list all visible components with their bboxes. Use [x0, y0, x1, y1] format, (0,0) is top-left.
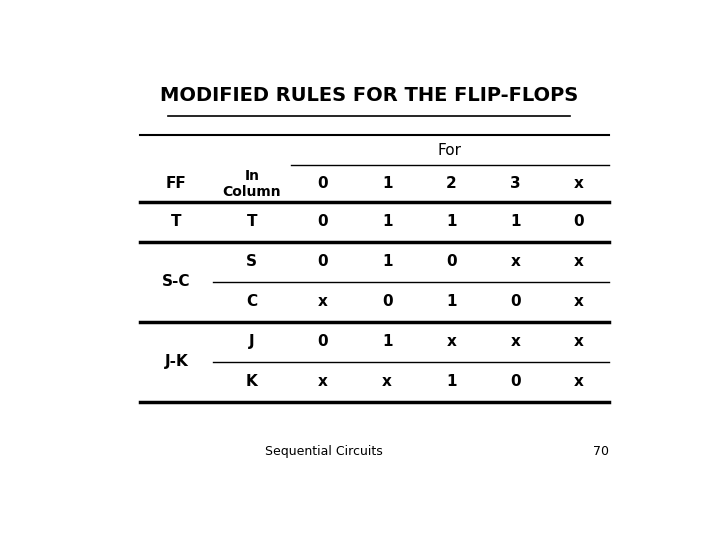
Text: x: x	[382, 374, 392, 389]
Text: 3: 3	[510, 176, 521, 191]
Text: x: x	[573, 294, 583, 309]
Text: 1: 1	[382, 254, 392, 269]
Text: 2: 2	[446, 176, 456, 191]
Text: C: C	[246, 294, 257, 309]
Text: 70: 70	[593, 445, 609, 458]
Text: J: J	[249, 334, 255, 349]
Text: S-C: S-C	[162, 274, 191, 289]
Text: 0: 0	[318, 214, 328, 230]
Text: 1: 1	[446, 374, 456, 389]
Text: 0: 0	[318, 176, 328, 191]
Text: T: T	[171, 214, 181, 230]
Text: In: In	[244, 169, 259, 183]
Text: x: x	[510, 334, 521, 349]
Text: x: x	[446, 334, 456, 349]
Text: Column: Column	[222, 185, 281, 199]
Text: T: T	[246, 214, 257, 230]
Text: 1: 1	[446, 214, 456, 230]
Text: x: x	[318, 374, 328, 389]
Text: 0: 0	[446, 254, 456, 269]
Text: S: S	[246, 254, 257, 269]
Text: 1: 1	[446, 294, 456, 309]
Text: x: x	[510, 254, 521, 269]
Text: MODIFIED RULES FOR THE FLIP-FLOPS: MODIFIED RULES FOR THE FLIP-FLOPS	[160, 86, 578, 105]
Text: 0: 0	[510, 374, 521, 389]
Text: 0: 0	[573, 214, 584, 230]
Text: 0: 0	[318, 334, 328, 349]
Text: FF: FF	[166, 176, 187, 191]
Text: x: x	[573, 254, 583, 269]
Text: 1: 1	[510, 214, 521, 230]
Text: x: x	[573, 374, 583, 389]
Text: x: x	[573, 176, 583, 191]
Text: 1: 1	[382, 214, 392, 230]
Text: 0: 0	[318, 254, 328, 269]
Text: 0: 0	[510, 294, 521, 309]
Text: Sequential Circuits: Sequential Circuits	[266, 445, 383, 458]
Text: For: For	[438, 143, 462, 158]
Text: J-K: J-K	[165, 354, 189, 369]
Text: x: x	[573, 334, 583, 349]
Text: 1: 1	[382, 334, 392, 349]
Text: 1: 1	[382, 176, 392, 191]
Text: 0: 0	[382, 294, 392, 309]
Text: x: x	[318, 294, 328, 309]
Text: K: K	[246, 374, 258, 389]
